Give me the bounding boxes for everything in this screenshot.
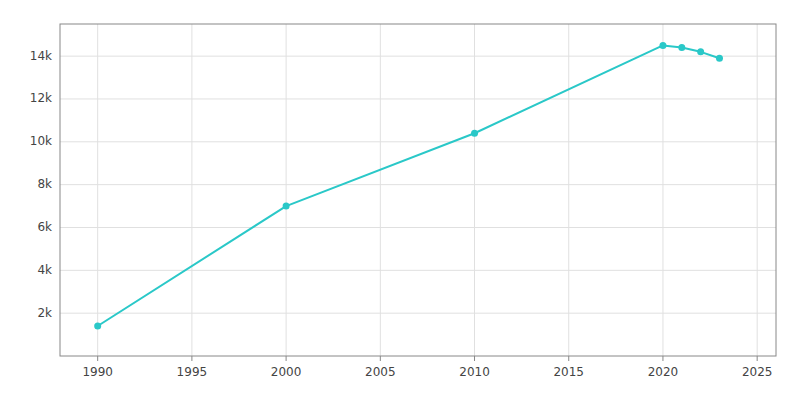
x-tick-label: 2005 xyxy=(365,365,396,379)
point xyxy=(678,44,685,51)
point xyxy=(283,203,290,210)
y-tick-label: 10k xyxy=(30,134,52,148)
x-tick xyxy=(757,356,758,361)
chart-container: 2k 4k 6k 8k 10k 12k 14k 1990 1995 2000 2005 2010 201… xyxy=(0,0,800,400)
x-tick xyxy=(380,356,381,361)
grid-line xyxy=(60,98,776,99)
chart: 2k 4k 6k 8k 10k 12k 14k 1990 1995 2000 2005 2010 201… xyxy=(0,0,800,400)
x-tick xyxy=(474,356,475,361)
grid-line xyxy=(60,313,776,314)
grid-line xyxy=(60,141,776,142)
x-tick xyxy=(662,356,663,361)
y-tick-label: 8k xyxy=(37,177,52,191)
grid-line xyxy=(60,270,776,271)
x-tick xyxy=(286,356,287,361)
point xyxy=(697,48,704,55)
x-tick-label: 2000 xyxy=(271,365,302,379)
x-tick-label: 2015 xyxy=(553,365,584,379)
grid-line xyxy=(60,227,776,228)
grid-line xyxy=(191,24,192,356)
background xyxy=(0,0,800,400)
y-tick-label: 6k xyxy=(37,220,52,234)
x-tick-label: 2020 xyxy=(648,365,679,379)
y-tick-label: 2k xyxy=(37,306,52,320)
x-tick-label: 2010 xyxy=(459,365,490,379)
y-tick-label: 4k xyxy=(37,263,52,277)
grid-line xyxy=(380,24,381,356)
grid-line xyxy=(97,24,98,356)
y-tick-label: 12k xyxy=(30,91,52,105)
grid-line xyxy=(662,24,663,356)
series xyxy=(94,42,723,330)
grid-line xyxy=(60,184,776,185)
point xyxy=(471,130,478,137)
x-tick-label: 2025 xyxy=(742,365,773,379)
plot-frame xyxy=(60,24,776,356)
grid-line xyxy=(568,24,569,356)
line xyxy=(98,45,720,326)
grid-line xyxy=(474,24,475,356)
point xyxy=(94,323,101,330)
grid-line xyxy=(60,56,776,57)
grid-line xyxy=(286,24,287,356)
grid-line xyxy=(757,24,758,356)
point xyxy=(659,42,666,49)
x-tick-label: 1995 xyxy=(177,365,208,379)
axes: 2k 4k 6k 8k 10k 12k 14k 1990 1995 2000 2005 2010 201… xyxy=(30,24,776,379)
point xyxy=(716,55,723,62)
y-tick-label: 14k xyxy=(30,49,52,63)
x-tick xyxy=(97,356,98,361)
x-tick xyxy=(568,356,569,361)
x-tick-label: 1990 xyxy=(82,365,113,379)
grid xyxy=(60,24,776,356)
x-tick xyxy=(191,356,192,361)
